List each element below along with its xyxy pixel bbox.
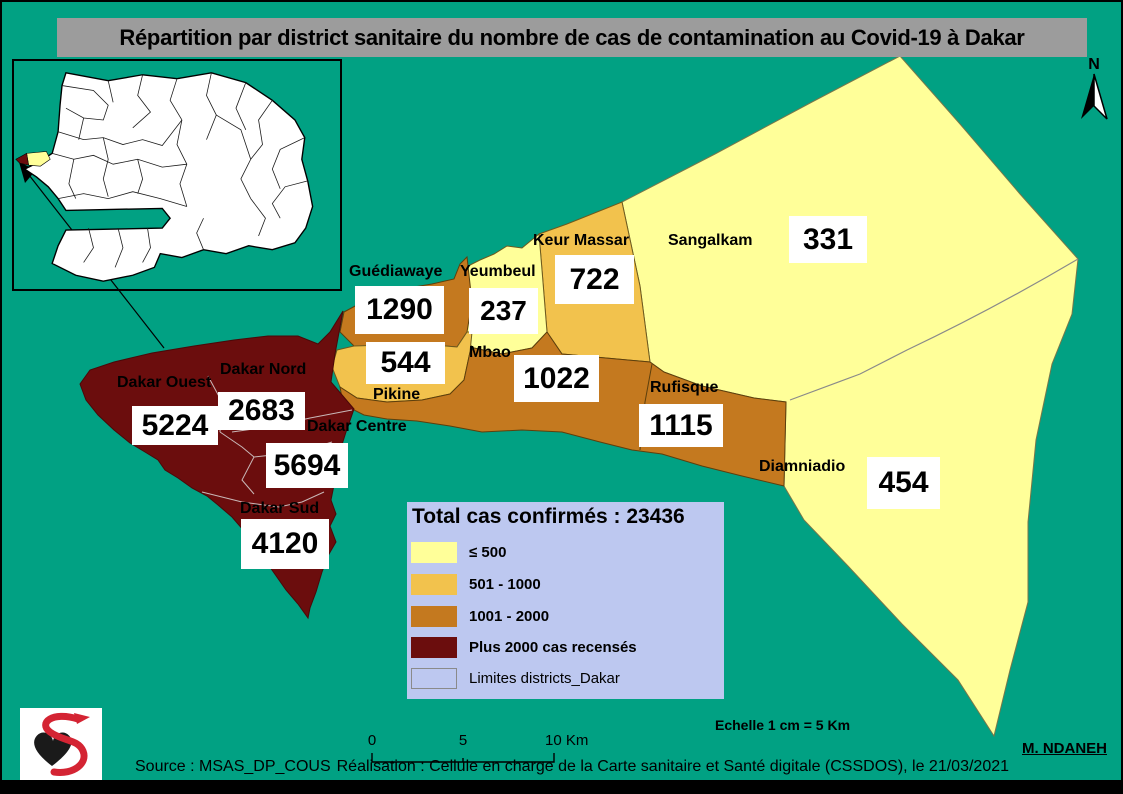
map-title: Répartition par district sanitaire du no… [57, 18, 1087, 57]
source-label: Source : MSAS_DP_COUS [135, 758, 331, 775]
scale-note: Echelle 1 cm = 5 Km [715, 717, 851, 733]
north-label: N [1088, 56, 1100, 73]
district-label-dakar-sud: Dakar Sud [240, 500, 320, 517]
district-label-yeumbeul: Yeumbeul [460, 263, 536, 280]
legend-label: 1001 - 2000 [469, 608, 550, 625]
legend-title: Total cas confirmés : 23436 [412, 505, 685, 528]
cases-box-guediawaye: 1290 [355, 286, 444, 334]
legend-label: 501 - 1000 [469, 576, 541, 593]
legend-swatch-501-1000 [411, 574, 457, 595]
district-label-keur-massar: Keur Massar [533, 232, 630, 249]
district-label-guediawaye: Guédiawaye [349, 263, 443, 280]
legend-label: Limites districts_Dakar [469, 670, 620, 687]
cases-box-diamniadio: 454 [867, 457, 940, 509]
legend-item-1001-2000: 1001 - 2000 [411, 606, 549, 627]
snake-heart-icon [34, 712, 90, 776]
scale-bar: 0 5 10 Km [368, 732, 588, 763]
district-label-dakar-centre: Dakar Centre [307, 418, 407, 435]
cases-box-dakar-sud: 4120 [241, 519, 329, 569]
district-label-pikine: Pikine [373, 386, 421, 403]
legend-item-plus-2000: Plus 2000 cas recensés [411, 637, 637, 658]
scale-tick-5: 5 [459, 732, 467, 749]
legend-item-inf-500: ≤ 500 [411, 542, 506, 563]
senegal-district-limits [52, 72, 308, 268]
scale-tick-10km: 10 Km [545, 732, 588, 749]
cases-box-keur-massar: 722 [555, 255, 634, 304]
legend-swatch-plus-2000 [411, 637, 457, 658]
legend-label: ≤ 500 [469, 544, 507, 561]
ministry-health-logo [20, 708, 102, 780]
legend-item-501-1000: 501 - 1000 [411, 574, 541, 595]
district-label-rufisque: Rufisque [650, 379, 719, 396]
north-arrow: N [1076, 56, 1112, 127]
scale-tick-0: 0 [368, 732, 376, 749]
bottom-frame-band [2, 780, 1121, 792]
realisation-label: Réalisation : Cellule en charge de la Ca… [336, 758, 1010, 775]
scale-bar-line [371, 753, 555, 763]
district-label-dakar-nord: Dakar Nord [220, 361, 307, 378]
senegal-outline [15, 72, 314, 282]
district-label-mbao: Mbao [469, 344, 511, 361]
cases-box-dakar-nord: 2683 [218, 392, 305, 430]
legend-swatch-1001-2000 [411, 606, 457, 627]
legend-swatch-inf-500 [411, 542, 457, 563]
legend-label: Plus 2000 cas recensés [469, 639, 637, 656]
senegal-inset-map [12, 59, 342, 291]
north-arrow-icon [1081, 73, 1108, 120]
inset-dakar-highlight-red [15, 152, 29, 166]
district-label-dakar-ouest: Dakar Ouest [117, 374, 212, 391]
legend: Total cas confirmés : 23436 ≤ 500 501 - … [407, 502, 724, 699]
cases-box-sangalkam: 331 [789, 216, 867, 263]
cases-box-rufisque: 1115 [639, 404, 723, 447]
source-line: Source : MSAS_DP_COUS Réalisation : Cellu… [135, 758, 1009, 776]
legend-swatch-limites [411, 668, 457, 689]
cases-box-dakar-ouest: 5224 [132, 406, 218, 445]
legend-item-limites: Limites districts_Dakar [411, 668, 620, 689]
cases-box-mbao: 1022 [514, 355, 599, 402]
cases-box-dakar-centre: 5694 [266, 443, 348, 488]
district-label-sangalkam: Sangalkam [668, 232, 753, 249]
cases-box-yeumbeul: 237 [469, 288, 538, 334]
cases-box-pikine: 544 [366, 342, 445, 384]
district-boundary-sangalkam-diamniadio [789, 258, 1079, 401]
senegal-country-shape [23, 72, 314, 282]
district-shape-mbao-rufisque [339, 331, 787, 487]
author-name: M. NDANEH [1022, 740, 1107, 757]
district-label-diamniadio: Diamniadio [759, 458, 846, 475]
